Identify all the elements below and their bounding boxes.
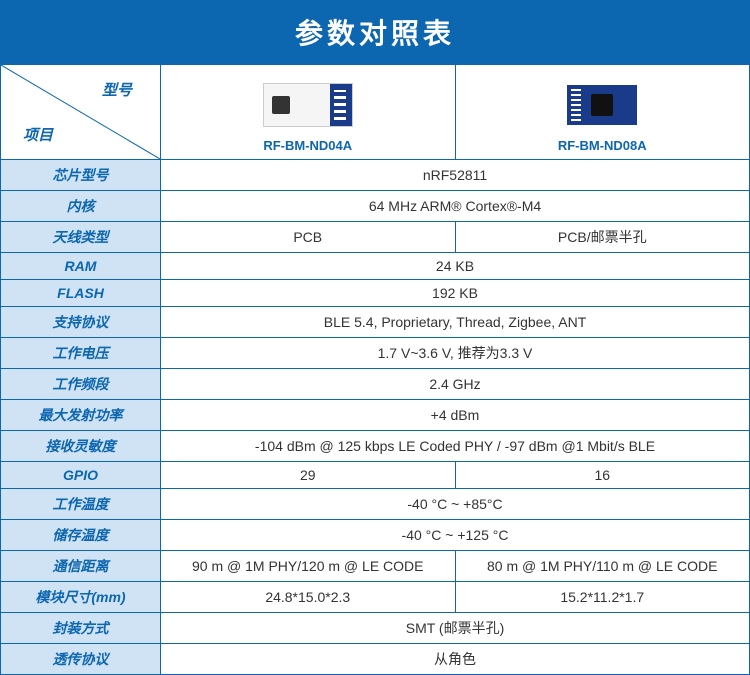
row-value-b: 80 m @ 1M PHY/110 m @ LE CODE — [455, 551, 750, 582]
row-label: 工作温度 — [1, 489, 161, 520]
row-value-a: 29 — [161, 462, 456, 489]
row-value: nRF52811 — [161, 160, 750, 191]
table-title: 参数对照表 — [0, 0, 750, 64]
table-row: 工作电压1.7 V~3.6 V, 推荐为3.3 V — [1, 338, 750, 369]
diag-label-model: 型号 — [102, 79, 132, 100]
table-row: RAM24 KB — [1, 253, 750, 280]
row-label: 天线类型 — [1, 222, 161, 253]
table-row: 支持协议BLE 5.4, Proprietary, Thread, Zigbee… — [1, 307, 750, 338]
diag-label-item: 项目 — [23, 124, 53, 145]
row-value: BLE 5.4, Proprietary, Thread, Zigbee, AN… — [161, 307, 750, 338]
row-value-b: 15.2*11.2*1.7 — [455, 582, 750, 613]
row-value: 24 KB — [161, 253, 750, 280]
row-label: 接收灵敏度 — [1, 431, 161, 462]
table-row: GPIO2916 — [1, 462, 750, 489]
row-label: 芯片型号 — [1, 160, 161, 191]
table-row: 内核64 MHz ARM® Cortex®-M4 — [1, 191, 750, 222]
product-image — [165, 77, 451, 132]
row-label: 支持协议 — [1, 307, 161, 338]
table-row: 工作温度-40 °C ~ +85°C — [1, 489, 750, 520]
table-row: FLASH192 KB — [1, 280, 750, 307]
row-value-a: 90 m @ 1M PHY/120 m @ LE CODE — [161, 551, 456, 582]
row-label: 储存温度 — [1, 520, 161, 551]
row-value: SMT (邮票半孔) — [161, 613, 750, 644]
row-value: 2.4 GHz — [161, 369, 750, 400]
row-label: RAM — [1, 253, 161, 280]
row-value-b: PCB/邮票半孔 — [455, 222, 750, 253]
product-col-a: RF-BM-ND04A — [161, 65, 456, 160]
row-label: 工作频段 — [1, 369, 161, 400]
table-row: 模块尺寸(mm)24.8*15.0*2.315.2*11.2*1.7 — [1, 582, 750, 613]
row-value: +4 dBm — [161, 400, 750, 431]
row-label: GPIO — [1, 462, 161, 489]
row-label: 通信距离 — [1, 551, 161, 582]
row-value: 从角色 — [161, 644, 750, 675]
table-row: 芯片型号nRF52811 — [1, 160, 750, 191]
row-label: FLASH — [1, 280, 161, 307]
table-row: 通信距离90 m @ 1M PHY/120 m @ LE CODE80 m @ … — [1, 551, 750, 582]
row-label: 内核 — [1, 191, 161, 222]
diagonal-header-cell: 型号 项目 — [1, 65, 161, 160]
product-image — [460, 77, 746, 132]
row-value-a: 24.8*15.0*2.3 — [161, 582, 456, 613]
table-row: 最大发射功率+4 dBm — [1, 400, 750, 431]
row-value: -104 dBm @ 125 kbps LE Coded PHY / -97 d… — [161, 431, 750, 462]
product-name: RF-BM-ND04A — [165, 138, 451, 153]
spec-table: 型号 项目 RF-BM-ND04A RF-BM-ND08A 芯片型号nRF528… — [0, 64, 750, 675]
row-label: 封装方式 — [1, 613, 161, 644]
row-label: 工作电压 — [1, 338, 161, 369]
table-row: 透传协议从角色 — [1, 644, 750, 675]
row-value-a: PCB — [161, 222, 456, 253]
table-row: 工作频段2.4 GHz — [1, 369, 750, 400]
row-value: 192 KB — [161, 280, 750, 307]
row-value: 64 MHz ARM® Cortex®-M4 — [161, 191, 750, 222]
row-value: -40 °C ~ +125 °C — [161, 520, 750, 551]
row-value-b: 16 — [455, 462, 750, 489]
row-value: 1.7 V~3.6 V, 推荐为3.3 V — [161, 338, 750, 369]
table-row: 接收灵敏度-104 dBm @ 125 kbps LE Coded PHY / … — [1, 431, 750, 462]
product-col-b: RF-BM-ND08A — [455, 65, 750, 160]
row-value: -40 °C ~ +85°C — [161, 489, 750, 520]
product-name: RF-BM-ND08A — [460, 138, 746, 153]
table-row: 封装方式SMT (邮票半孔) — [1, 613, 750, 644]
row-label: 模块尺寸(mm) — [1, 582, 161, 613]
row-label: 最大发射功率 — [1, 400, 161, 431]
row-label: 透传协议 — [1, 644, 161, 675]
table-row: 储存温度-40 °C ~ +125 °C — [1, 520, 750, 551]
table-row: 天线类型PCBPCB/邮票半孔 — [1, 222, 750, 253]
